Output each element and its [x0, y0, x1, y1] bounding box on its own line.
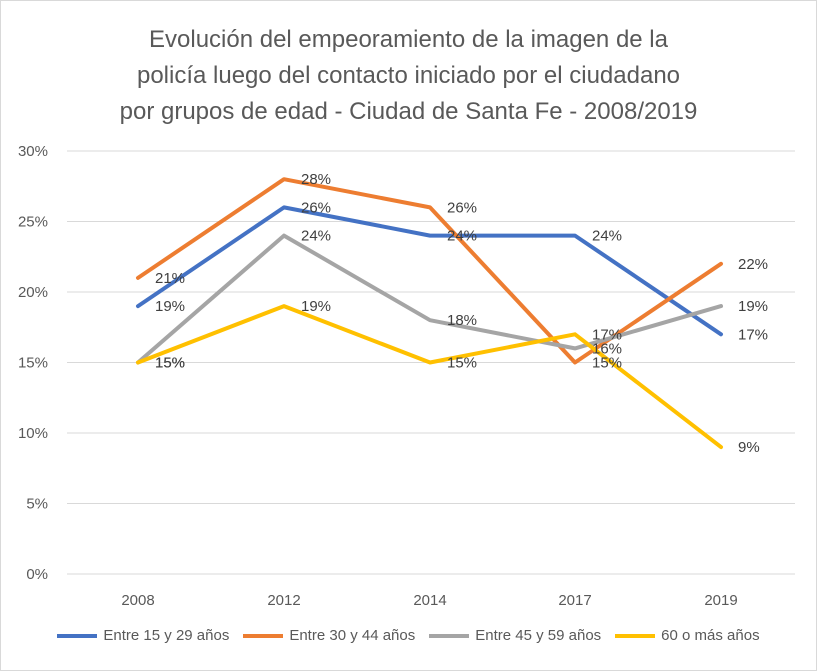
x-tick-label: 2019 — [704, 592, 737, 609]
series-line-3 — [136, 233, 723, 365]
data-label: 19% — [301, 298, 331, 315]
legend-swatch — [615, 633, 656, 638]
legend-label: 60 o más años — [661, 627, 760, 644]
y-tick-label: 10% — [18, 425, 48, 442]
data-label: 9% — [738, 439, 760, 456]
x-tick-label: 2014 — [413, 592, 446, 609]
data-label: 16% — [592, 340, 622, 357]
chart-legend: Entre 15 y 29 años Entre 30 y 44 años Entr… — [0, 627, 817, 644]
data-label: 17% — [738, 326, 768, 343]
data-label: 26% — [447, 199, 477, 216]
x-tick-label: 2017 — [558, 592, 591, 609]
data-label: 26% — [301, 199, 331, 216]
data-label: 15% — [447, 355, 477, 372]
data-label: 19% — [738, 298, 768, 315]
legend-swatch — [429, 633, 470, 638]
chart-title: Evolución del empeoramiento de la imagen… — [0, 22, 817, 130]
series-line-4 — [136, 304, 723, 450]
legend-swatch — [243, 633, 284, 638]
chart-title-line-3: por grupos de edad - Ciudad de Santa Fe … — [119, 98, 698, 125]
y-tick-label: 30% — [18, 143, 48, 160]
y-tick-label: 20% — [18, 284, 48, 301]
legend-item-4: 60 o más años — [615, 627, 760, 644]
series-line-1 — [136, 205, 723, 337]
y-tick-label: 25% — [18, 214, 48, 231]
legend-item-1: Entre 15 y 29 años — [57, 627, 229, 644]
chart-title-line-1: Evolución del empeoramiento de la imagen… — [149, 26, 668, 53]
data-label: 24% — [447, 228, 477, 245]
x-tick-label: 2012 — [267, 592, 300, 609]
data-label: 18% — [447, 312, 477, 329]
series-line-2 — [136, 177, 723, 365]
legend-label: Entre 45 y 59 años — [475, 627, 602, 644]
legend-label: Entre 15 y 29 años — [103, 627, 230, 644]
data-label: 21% — [155, 270, 185, 287]
data-label: 24% — [301, 228, 331, 245]
legend-item-3: Entre 45 y 59 años — [429, 627, 601, 644]
legend-item-2: Entre 30 y 44 años — [243, 627, 415, 644]
data-label: 15% — [155, 355, 185, 372]
y-tick-label: 5% — [26, 496, 48, 513]
data-label: 28% — [301, 171, 331, 188]
y-tick-label: 15% — [18, 355, 48, 372]
data-label: 22% — [738, 256, 768, 273]
data-label: 24% — [592, 228, 622, 245]
x-tick-label: 2008 — [121, 592, 154, 609]
chart-title-line-2: policía luego del contacto iniciado por … — [136, 62, 681, 89]
data-label: 17% — [592, 326, 622, 343]
y-tick-label: 0% — [26, 566, 48, 583]
legend-swatch — [57, 633, 98, 638]
data-label: 15% — [592, 355, 622, 372]
data-label: 19% — [155, 298, 185, 315]
data-label: 15% — [155, 355, 185, 372]
legend-label: Entre 30 y 44 años — [289, 627, 416, 644]
